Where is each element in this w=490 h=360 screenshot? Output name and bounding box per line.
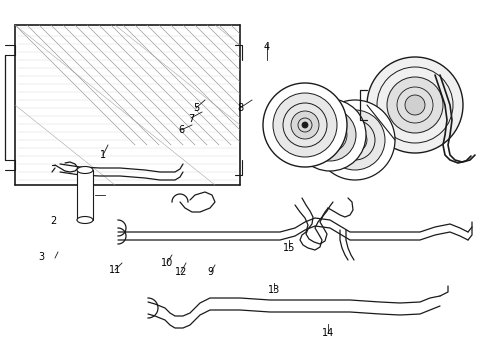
Text: 14: 14 (322, 328, 334, 338)
Ellipse shape (77, 216, 93, 224)
Text: 2: 2 (50, 216, 56, 226)
Circle shape (294, 99, 366, 171)
Text: 6: 6 (178, 125, 184, 135)
Bar (77, 170, 93, 220)
Circle shape (367, 57, 463, 153)
Text: 11: 11 (109, 265, 122, 275)
Text: 5: 5 (193, 103, 199, 113)
Circle shape (273, 93, 337, 157)
Circle shape (320, 125, 340, 145)
Circle shape (304, 109, 356, 161)
Circle shape (387, 77, 443, 133)
Circle shape (325, 110, 385, 170)
Text: 13: 13 (269, 285, 280, 295)
Text: 7: 7 (188, 114, 194, 124)
Text: 8: 8 (237, 103, 243, 113)
Circle shape (315, 100, 395, 180)
Text: 12: 12 (175, 267, 188, 277)
Circle shape (291, 111, 319, 139)
Ellipse shape (77, 166, 93, 174)
Circle shape (405, 95, 425, 115)
Circle shape (302, 122, 308, 128)
Text: 15: 15 (283, 243, 295, 253)
Text: 3: 3 (39, 252, 45, 262)
Text: 10: 10 (161, 258, 173, 268)
Circle shape (263, 83, 347, 167)
Text: 1: 1 (100, 150, 106, 160)
Text: 9: 9 (208, 267, 214, 277)
Text: 4: 4 (264, 42, 270, 52)
Circle shape (343, 128, 367, 152)
